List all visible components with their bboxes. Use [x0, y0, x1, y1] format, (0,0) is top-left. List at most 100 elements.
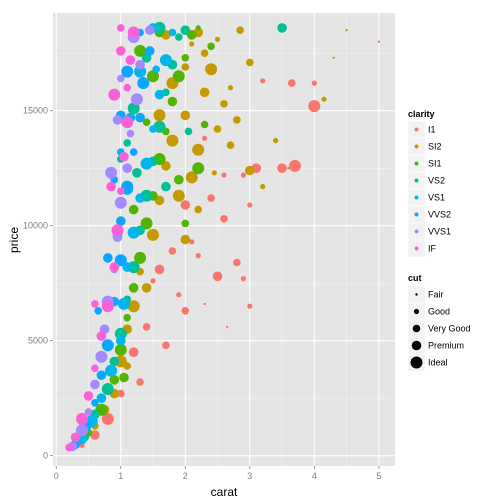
- data-point-vs2: [132, 168, 142, 178]
- data-point-si2: [214, 36, 221, 43]
- data-point-if: [76, 412, 88, 425]
- data-point-i1: [311, 80, 317, 86]
- legend-label-cut: Fair: [428, 290, 444, 300]
- data-point-if: [91, 364, 99, 373]
- data-point-si1: [207, 42, 215, 51]
- data-point-i1: [117, 389, 125, 398]
- data-point-si1: [147, 70, 159, 83]
- x-tick-label: 0: [54, 471, 59, 481]
- y-tick-label: 10000: [23, 221, 48, 231]
- data-point-vvs2: [121, 65, 134, 78]
- data-point-si2: [233, 116, 241, 124]
- data-point-si1: [181, 219, 190, 228]
- data-point-vs2: [175, 33, 183, 41]
- data-point-i1: [212, 271, 223, 282]
- data-point-i1: [150, 278, 156, 284]
- data-point-vs1: [168, 28, 177, 37]
- data-point-i1: [168, 247, 177, 255]
- data-point-si1: [119, 372, 129, 383]
- data-point-vvs1: [130, 93, 143, 106]
- legend-cut-title: cut: [408, 273, 422, 283]
- data-point-si2: [205, 63, 218, 76]
- legend-clarity: clarity I1 SI2 SI1 VS2 VS1 VVS2 VVS1 IF: [407, 109, 451, 258]
- data-point-vs1: [140, 157, 153, 170]
- data-point-si1: [134, 44, 147, 57]
- data-point-vvs2: [135, 112, 145, 123]
- legend-label-cut: Premium: [428, 341, 464, 351]
- data-point-si2: [245, 165, 255, 176]
- data-point-si1: [174, 174, 184, 185]
- data-point-vs1: [96, 393, 107, 404]
- data-point-vvs1: [112, 115, 123, 125]
- data-point-if: [101, 300, 114, 313]
- x-tick-label: 4: [312, 471, 317, 481]
- x-tick-label: 1: [118, 471, 123, 481]
- data-point-si2: [200, 49, 209, 57]
- x-tick-label: 2: [183, 471, 188, 481]
- data-point-si1: [134, 251, 147, 264]
- data-point-i1: [202, 135, 208, 141]
- data-point-i1: [221, 172, 227, 178]
- data-point-vvs2: [101, 339, 114, 352]
- legend-swatch-si1: [414, 161, 419, 166]
- legend-clarity-title: clarity: [408, 109, 435, 119]
- data-point-vvs2: [137, 77, 150, 90]
- data-point-vvs2: [114, 254, 127, 267]
- data-point-si1: [123, 313, 131, 322]
- data-point-si2: [127, 300, 140, 313]
- data-point-if: [83, 391, 94, 401]
- data-point-if: [111, 224, 124, 237]
- legend-swatch-vs2: [414, 178, 419, 183]
- y-axis-title: price: [7, 227, 21, 253]
- data-point-i1: [240, 276, 246, 282]
- data-point-si1: [195, 25, 201, 31]
- data-point-if: [96, 331, 107, 341]
- data-point-i1: [289, 159, 301, 172]
- legend-swatch-if: [414, 246, 419, 251]
- data-point-vs2: [109, 356, 120, 367]
- data-point-i1: [260, 78, 266, 84]
- data-point-if: [119, 151, 129, 162]
- legend-label-vs2: VS2: [428, 176, 445, 186]
- data-point-si1: [114, 343, 127, 356]
- data-point-si2: [211, 170, 217, 176]
- data-point-i1: [180, 200, 191, 210]
- x-tick-label: 5: [376, 471, 381, 481]
- data-point-vs1: [154, 89, 165, 100]
- data-point-si1: [142, 118, 151, 126]
- legend-label-i1: I1: [428, 125, 436, 135]
- data-point-i1: [162, 341, 170, 350]
- data-point-si2: [246, 58, 254, 67]
- data-point-vs2: [101, 383, 114, 395]
- data-point-si2: [166, 134, 179, 147]
- legend-label-vvs1: VVS1: [428, 227, 451, 237]
- data-point-if: [116, 46, 126, 56]
- data-point-if: [121, 116, 134, 129]
- data-point-vvs1: [76, 424, 88, 437]
- data-point-if: [109, 262, 120, 272]
- legend-size-dot: [410, 356, 423, 369]
- data-point-si2: [180, 234, 191, 245]
- data-point-vs1: [122, 262, 132, 272]
- data-point-vvs2: [91, 399, 99, 407]
- legend-swatch-vvs2: [414, 212, 419, 217]
- data-point-if: [127, 26, 140, 39]
- data-point-si2: [273, 138, 279, 144]
- data-point-vvs2: [96, 370, 107, 381]
- data-point-si1: [128, 204, 139, 215]
- legend-label-si2: SI2: [428, 142, 442, 152]
- data-point-si2: [332, 56, 335, 59]
- data-point-si2: [192, 143, 205, 156]
- data-point-if: [106, 181, 116, 192]
- data-point-vs2: [161, 181, 171, 192]
- data-point-vs1: [152, 65, 160, 74]
- data-point-si2: [227, 85, 234, 91]
- data-point-vs1: [134, 65, 147, 78]
- legend-label-vs1: VS1: [428, 193, 445, 203]
- data-point-si2: [189, 41, 195, 47]
- data-point-i1: [189, 239, 195, 245]
- data-point-vvs1: [135, 59, 145, 70]
- data-point-si1: [167, 96, 178, 107]
- data-point-si2: [147, 228, 159, 241]
